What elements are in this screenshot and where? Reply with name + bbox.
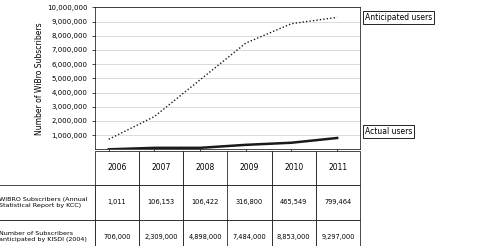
Text: Actual users: Actual users — [364, 127, 412, 136]
Text: Anticipated users: Anticipated users — [364, 13, 432, 22]
Y-axis label: Number of WiBro Subscribers: Number of WiBro Subscribers — [35, 22, 44, 135]
